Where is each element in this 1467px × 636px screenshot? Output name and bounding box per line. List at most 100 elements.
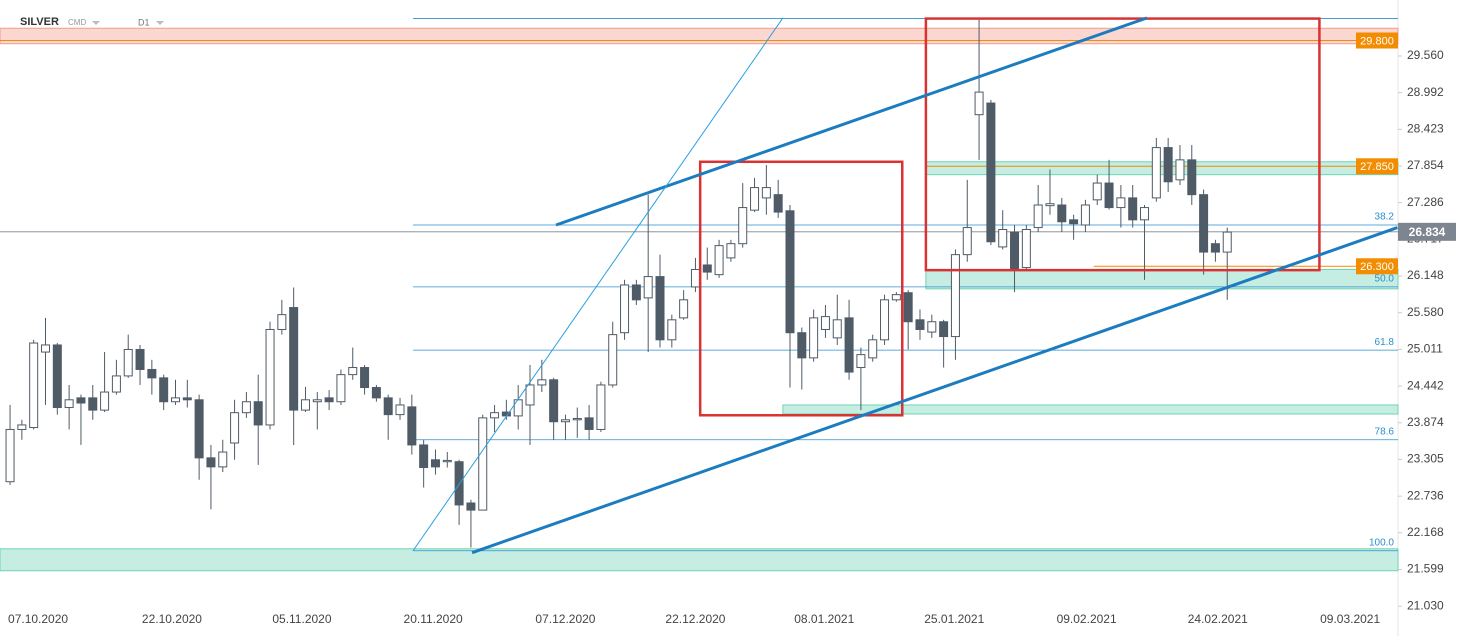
candle-body (962, 227, 972, 256)
candle-body (1210, 243, 1220, 253)
price-badge (1356, 258, 1398, 275)
dropdown-icon[interactable] (92, 21, 100, 25)
candle-body (371, 387, 381, 399)
x-tick-label: 22.10.2020 (142, 612, 202, 626)
candle-body (383, 397, 393, 416)
candle-body (903, 292, 913, 323)
x-tick-label: 09.02.2021 (1057, 612, 1117, 626)
candle-body (52, 344, 62, 409)
candle-body (123, 348, 133, 377)
candle-body (1140, 207, 1150, 221)
candle-body (939, 321, 949, 338)
candle-body (690, 268, 700, 288)
price-badge-label: 27.850 (1360, 161, 1394, 173)
candle-body (1010, 231, 1020, 270)
highlight-box (924, 17, 1321, 272)
current-price-label: 26.834 (1409, 225, 1446, 239)
trend-line (555, 16, 1148, 227)
y-tick-label: 23.305 (1407, 452, 1444, 466)
candle-body (277, 314, 287, 330)
candle-body (655, 276, 665, 341)
fib-label: 61.8 (1375, 337, 1395, 348)
candle-body (1151, 147, 1161, 199)
candle-body (537, 379, 547, 386)
candle-body (820, 316, 830, 330)
candle-body (549, 379, 559, 423)
zone (0, 548, 1399, 572)
candle-body (76, 397, 86, 404)
candle-body (1116, 197, 1126, 209)
candle-body (1104, 182, 1114, 209)
trend-line (412, 17, 784, 552)
zone (782, 404, 1399, 415)
candle-body (927, 321, 937, 333)
y-tick-label: 25.580 (1407, 305, 1444, 319)
candle-body (40, 344, 50, 353)
candle-body (490, 412, 500, 419)
x-tick-label: 08.01.2021 (794, 612, 854, 626)
candle-body (974, 91, 984, 116)
candle-body (773, 194, 783, 213)
candle-body (111, 375, 121, 393)
fib-label: 50.0 (1375, 274, 1395, 285)
candle-body (844, 317, 854, 373)
zone (0, 27, 1399, 45)
candle-body (1222, 231, 1232, 253)
candle-body (738, 207, 748, 245)
x-tick-label: 25.01.2021 (924, 612, 984, 626)
price-badge-label: 26.300 (1360, 261, 1394, 273)
candle-body (241, 401, 251, 414)
price-badge-label: 29.800 (1360, 35, 1394, 47)
candle-body (915, 319, 925, 330)
y-tick-label: 25.011 (1407, 342, 1443, 356)
candle-body (1175, 159, 1185, 181)
candle-body (194, 399, 204, 459)
candle-body (159, 377, 169, 403)
candle-body (726, 243, 736, 259)
y-tick-label: 28.992 (1407, 85, 1444, 99)
candle-body (419, 444, 429, 469)
zone (925, 161, 1399, 176)
candle-body (1128, 197, 1138, 221)
candle-body (29, 342, 39, 429)
price-badge (1356, 32, 1398, 49)
x-tick-label: 07.12.2020 (535, 612, 595, 626)
candle-body (667, 319, 677, 341)
candle-body (797, 332, 807, 359)
candle-body (206, 457, 216, 468)
candle-body (1033, 204, 1043, 229)
candle-body (300, 399, 310, 411)
candle-body (1080, 204, 1090, 226)
candle-body (702, 264, 712, 273)
candle-body (761, 187, 771, 199)
candle-body (750, 187, 760, 211)
candle-body (348, 367, 358, 376)
x-tick-label: 20.11.2020 (404, 612, 463, 626)
candle-body (1092, 182, 1102, 201)
candle-body (998, 229, 1008, 248)
candle-body (466, 502, 476, 511)
x-tick-label: 07.10.2020 (8, 612, 68, 626)
symbol: SILVER (20, 16, 59, 28)
candle-body (324, 397, 334, 403)
candle-body (88, 397, 98, 411)
dropdown-icon[interactable] (156, 21, 164, 25)
timeframe: D1 (138, 17, 150, 27)
x-tick-label: 05.11.2020 (272, 612, 331, 626)
fib-label: 100.0 (1369, 537, 1394, 548)
y-tick-label: 27.286 (1407, 195, 1444, 209)
y-tick-label: 28.423 (1407, 122, 1444, 136)
y-tick-label: 22.168 (1407, 525, 1444, 539)
x-tick-label: 24.02.2021 (1188, 612, 1248, 626)
candle-body (395, 404, 405, 416)
candle-body (430, 459, 440, 468)
market: CMD (68, 18, 86, 27)
candle-body (218, 451, 228, 468)
x-tick-label: 09.03.2021 (1320, 612, 1380, 626)
candle-body (1021, 229, 1031, 269)
y-tick-label: 27.854 (1407, 158, 1444, 172)
y-tick-label: 24.442 (1407, 378, 1444, 392)
y-tick-label: 26.148 (1407, 268, 1444, 282)
